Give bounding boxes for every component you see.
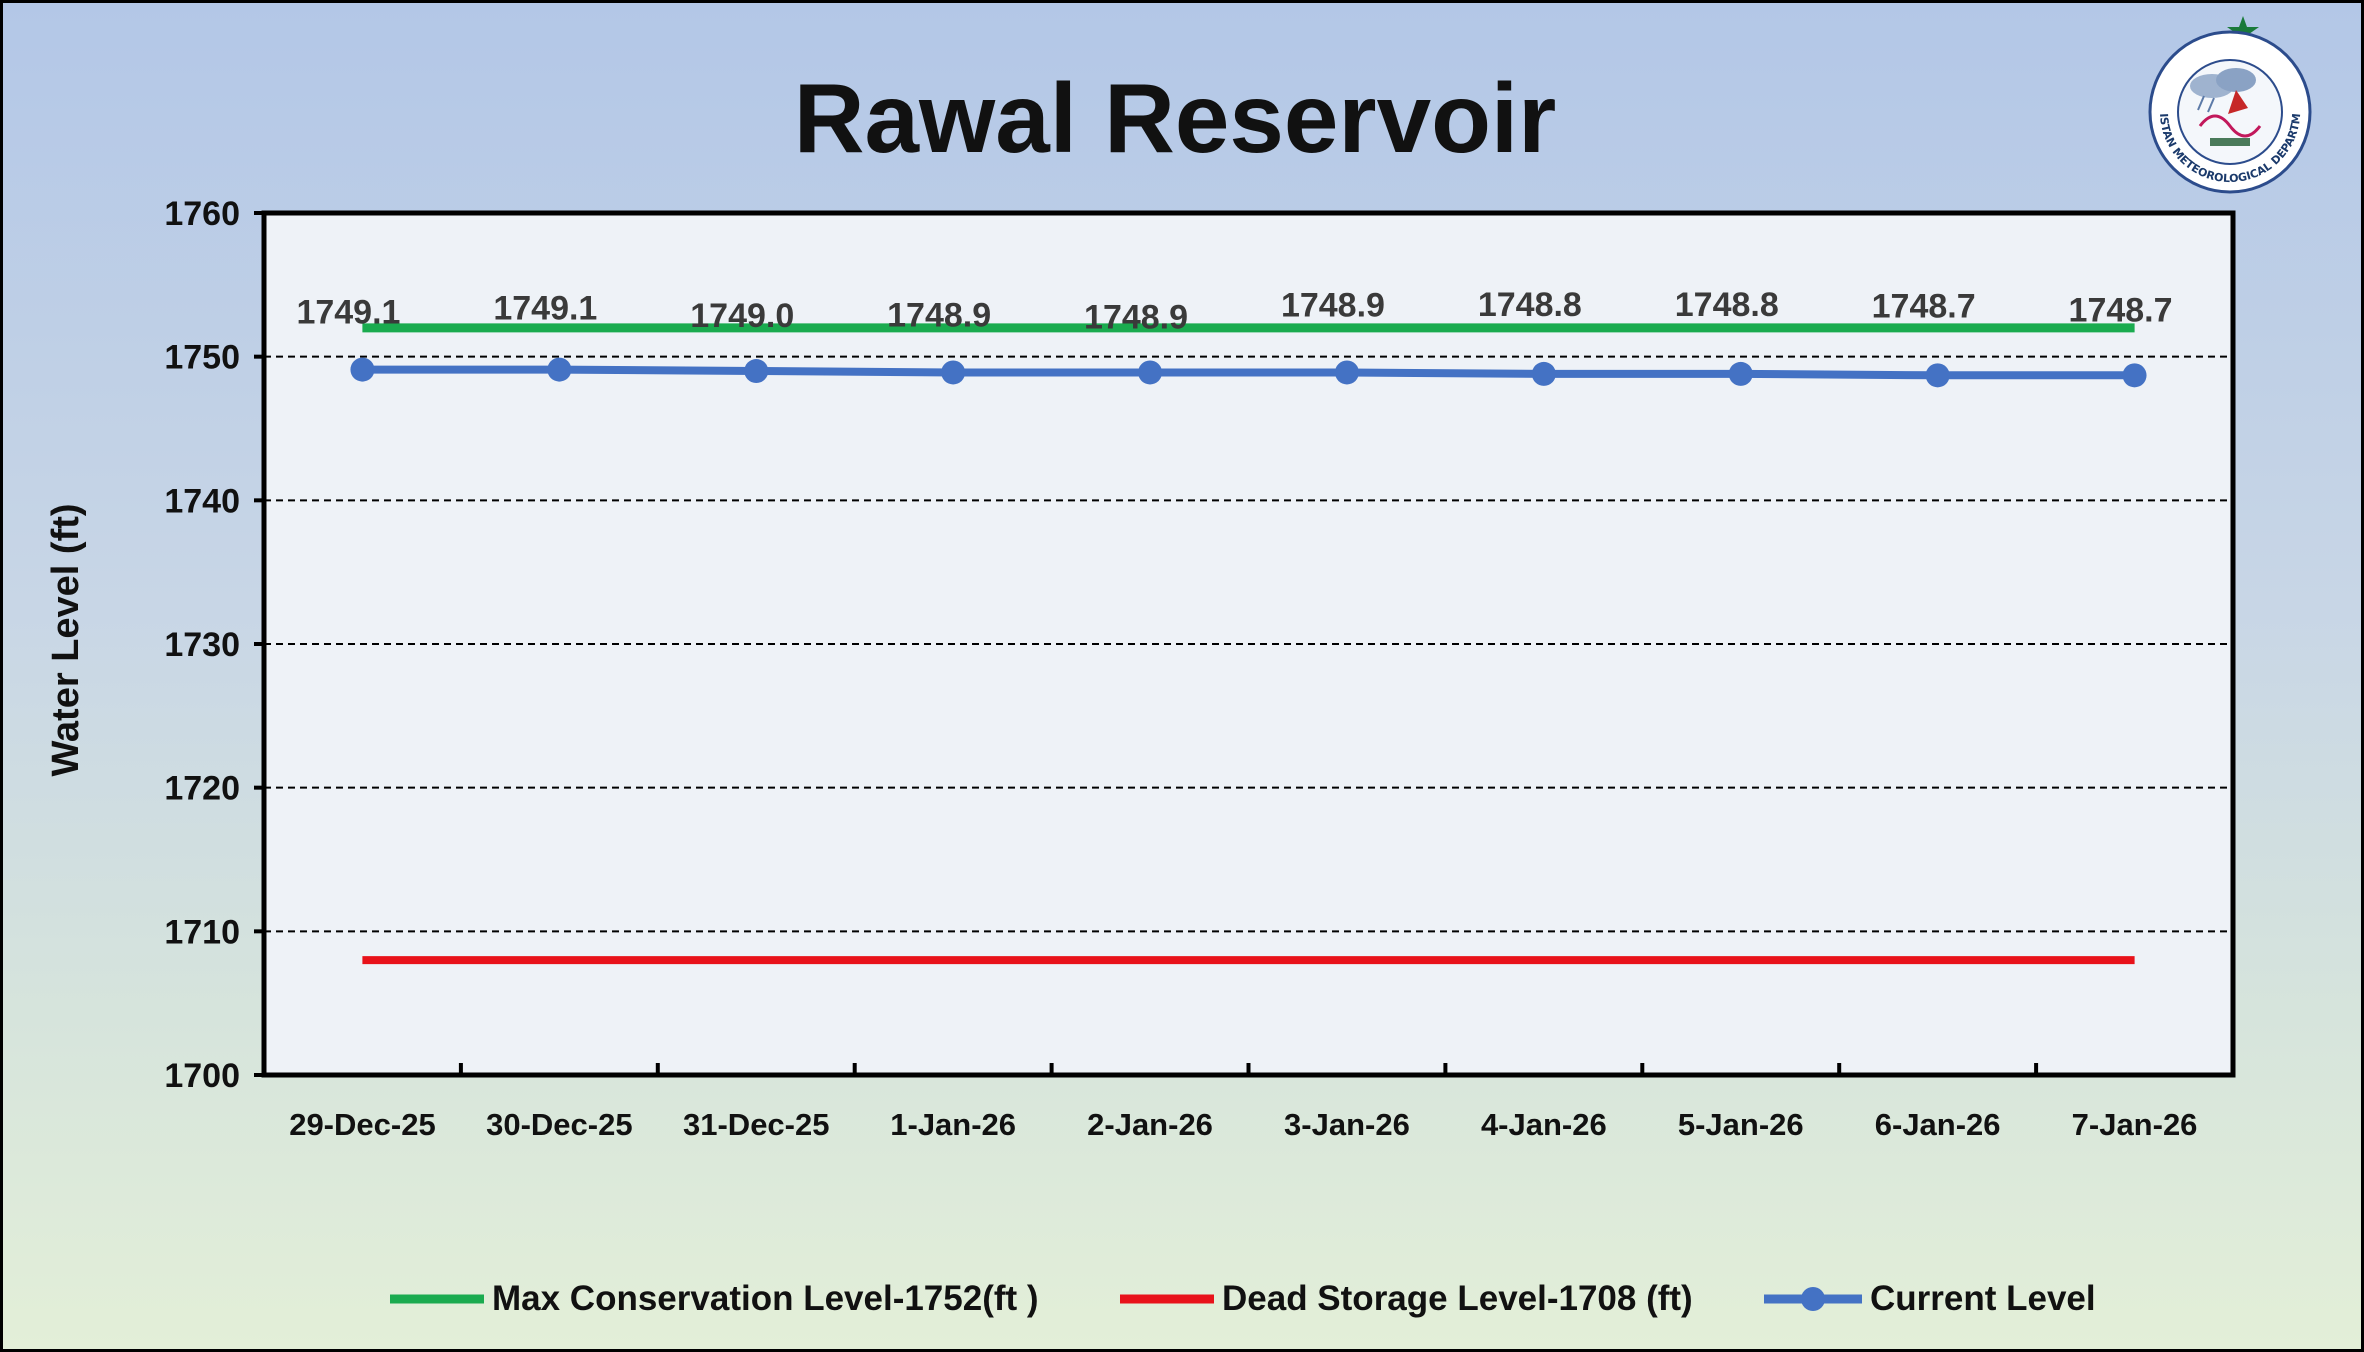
y-tick-label: 1750 bbox=[164, 339, 240, 377]
y-tick-label: 1760 bbox=[164, 195, 240, 233]
current-level-point bbox=[2122, 363, 2147, 388]
y-tick-label: 1700 bbox=[164, 1057, 240, 1095]
x-tick-label: 7-Jan-26 bbox=[2072, 1107, 2198, 1142]
legend-label-max-conservation: Max Conservation Level-1752(ft ) bbox=[492, 1279, 1039, 1318]
current-level-point bbox=[1138, 360, 1163, 385]
y-tick-label: 1730 bbox=[164, 626, 240, 664]
legend-line-red bbox=[1120, 1294, 1214, 1304]
current-level-point bbox=[547, 357, 572, 382]
series-line-2 bbox=[362, 365, 2135, 380]
current-level-point bbox=[1728, 361, 1753, 386]
data-label: 1749.1 bbox=[296, 294, 400, 332]
y-tick-label: 1740 bbox=[164, 482, 240, 520]
x-tick-label: 6-Jan-26 bbox=[1875, 1107, 2001, 1142]
data-label: 1748.9 bbox=[1281, 286, 1385, 324]
data-label: 1748.7 bbox=[1872, 287, 1976, 325]
data-label: 1749.1 bbox=[493, 290, 597, 328]
current-level-point bbox=[1531, 361, 1556, 386]
data-label: 1748.7 bbox=[2069, 291, 2173, 329]
x-tick-label: 1-Jan-26 bbox=[890, 1107, 1016, 1142]
y-tick-label: 1710 bbox=[164, 913, 240, 951]
legend-line-blue-marker bbox=[1764, 1287, 1862, 1311]
y-tick-label: 1720 bbox=[164, 770, 240, 808]
x-tick-label: 5-Jan-26 bbox=[1678, 1107, 1804, 1142]
data-label: 1748.9 bbox=[887, 296, 991, 334]
star-icon bbox=[2227, 16, 2259, 45]
x-tick-label: 30-Dec-25 bbox=[486, 1107, 632, 1142]
legend-label-dead-storage: Dead Storage Level-1708 (ft) bbox=[1222, 1279, 1693, 1318]
data-label: 1748.9 bbox=[1084, 298, 1188, 336]
current-level-point bbox=[941, 360, 966, 385]
legend-item-max-conservation: Max Conservation Level-1752(ft ) bbox=[388, 1274, 1039, 1324]
legend-line-green bbox=[390, 1294, 484, 1304]
x-tick-label: 31-Dec-25 bbox=[683, 1107, 829, 1142]
current-level-point bbox=[744, 359, 769, 384]
data-label: 1749.0 bbox=[690, 297, 794, 335]
data-label: 1748.8 bbox=[1675, 286, 1779, 324]
current-level-point bbox=[1925, 363, 1950, 388]
x-tick-label: 29-Dec-25 bbox=[289, 1107, 435, 1142]
current-level-point bbox=[350, 357, 375, 382]
legend-item-current-level: Current Level bbox=[1762, 1274, 2096, 1324]
data-label: 1748.8 bbox=[1478, 286, 1582, 324]
legend-label-current-level: Current Level bbox=[1870, 1279, 2096, 1318]
x-tick-label: 2-Jan-26 bbox=[1087, 1107, 1213, 1142]
x-tick-label: 3-Jan-26 bbox=[1284, 1107, 1410, 1142]
chart-title: Rawal Reservoir bbox=[793, 63, 1557, 173]
y-axis-title: Water Level (ft) bbox=[45, 503, 87, 776]
x-tick-label: 4-Jan-26 bbox=[1481, 1107, 1607, 1142]
legend-item-dead-storage: Dead Storage Level-1708 (ft) bbox=[1118, 1274, 1693, 1324]
pmd-logo: PAKISTAN METEOROLOGICAL DEPARTMENT bbox=[2140, 14, 2312, 194]
current-level-point bbox=[1334, 360, 1359, 385]
